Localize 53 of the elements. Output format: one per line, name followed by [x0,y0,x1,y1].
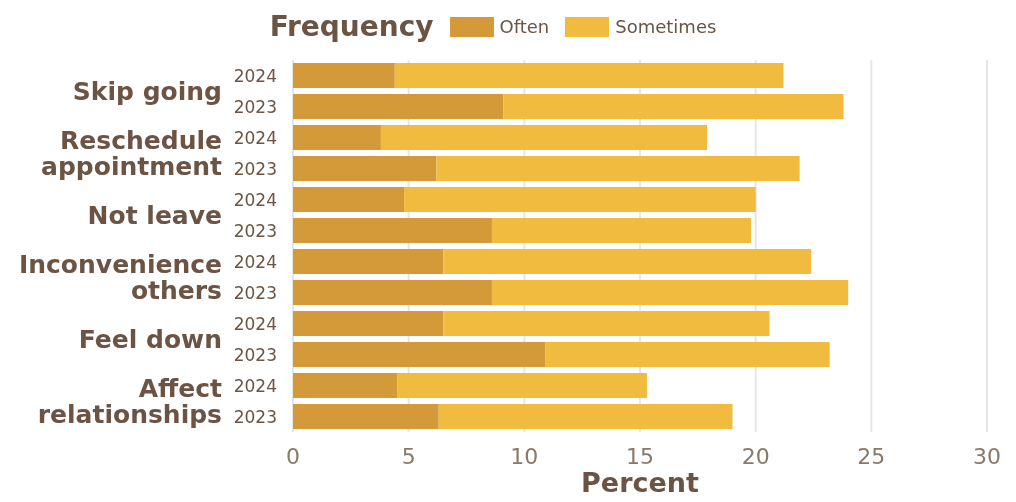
y-tick-label: 2024 [233,65,277,86]
text: Skip going [72,77,222,106]
legend-title: Frequency [269,10,434,43]
text: Reschedule appointment [41,126,223,181]
y-tick-label: 2023 [233,344,277,365]
bar [545,342,830,367]
x-tick-label: 10 [510,443,539,469]
bar [293,249,444,274]
bar [293,187,405,212]
bar [394,63,784,88]
y-tick-label: 2023 [233,158,277,179]
x-tick-label: 20 [741,443,770,469]
x-tick-label: 25 [857,443,886,469]
bar [293,156,437,181]
bar [491,280,849,305]
y-tick-label: 2023 [233,96,277,117]
y-tick-label: 2024 [233,251,277,272]
bar [503,94,844,119]
bar [293,280,492,305]
y-tick-label: 2023 [233,220,277,241]
y-tick-label: 2024 [233,189,277,210]
bar [293,342,546,367]
bar [293,311,444,336]
bar [397,373,647,398]
bar [491,218,752,243]
text: Feel down [78,325,222,354]
bar [293,404,439,429]
text: Inconvenience others [18,250,222,305]
bar [443,249,812,274]
y-tick-label: 2023 [233,406,277,427]
legend-label: Often [498,16,550,37]
text: Not leave [87,201,222,230]
y-tick-label: 2024 [233,127,277,148]
bar [443,311,770,336]
y-tick-label: 2023 [233,282,277,303]
bar [436,156,800,181]
x-tick-label: 0 [286,443,300,469]
x-tick-label: 15 [626,443,654,469]
text: Affect relationships [37,374,223,429]
bar [438,404,733,429]
bar [293,218,492,243]
x-tick-label: 5 [401,443,416,469]
x-tick-label: 30 [973,443,1001,469]
y-tick-label: 2024 [233,313,277,334]
y-tick-label: 2024 [233,375,277,396]
bar [293,94,504,119]
legend-label: Sometimes [614,16,717,37]
bar [293,125,381,150]
bar [404,187,756,212]
x-axis-title: Percent [581,467,700,498]
bar [293,63,395,88]
bar [380,125,708,150]
bar [293,373,398,398]
